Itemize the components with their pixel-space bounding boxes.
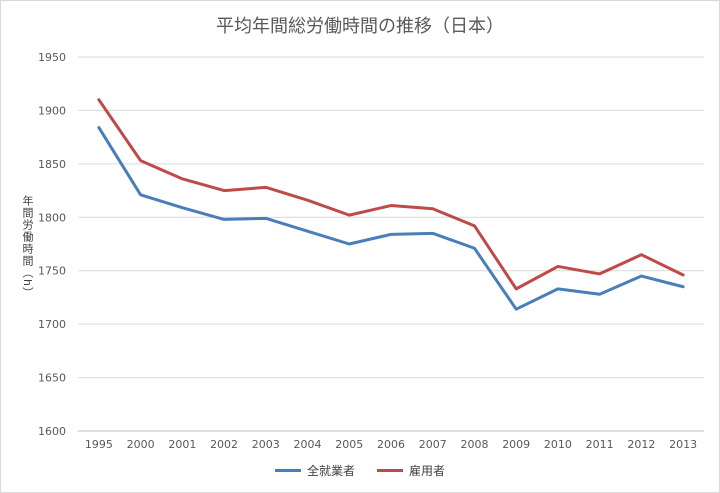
x-tick-label: 2011 — [586, 438, 614, 451]
y-tick-label: 1850 — [38, 158, 66, 171]
legend-swatch-series-1 — [274, 469, 301, 472]
series-line-1 — [97, 126, 685, 311]
y-tick-label: 1900 — [38, 104, 66, 117]
y-tick-label: 1950 — [38, 51, 66, 64]
x-tick-label: 2004 — [294, 438, 322, 451]
legend-label-series-1: 全就業者 — [306, 464, 355, 478]
x-tick-label: 2009 — [502, 438, 530, 451]
x-tick-label: 2006 — [377, 438, 405, 451]
x-tick-label: 2001 — [168, 438, 196, 451]
y-tick-label: 1650 — [38, 372, 66, 385]
y-tick-label: 1600 — [38, 425, 66, 438]
y-tick-label: 1800 — [38, 211, 66, 224]
y-tick-label: 1750 — [38, 265, 66, 278]
x-tick-label: 2002 — [210, 438, 238, 451]
x-tick-label: 1995 — [85, 438, 113, 451]
legend-label-series-2: 雇用者 — [409, 464, 446, 478]
x-tick-label: 2012 — [627, 438, 655, 451]
legend-swatch-series-2 — [377, 469, 403, 472]
x-tick-label: 2008 — [460, 438, 488, 451]
legend-item-series-1: 全就業者 — [274, 462, 355, 479]
legend: 全就業者 雇用者 — [0, 462, 720, 479]
series-line-2 — [97, 98, 685, 291]
x-tick-label: 2000 — [127, 438, 155, 451]
x-tick-label: 2010 — [544, 438, 572, 451]
x-tick-label: 2003 — [252, 438, 280, 451]
legend-item-series-2: 雇用者 — [377, 462, 445, 479]
x-tick-label: 2013 — [669, 438, 697, 451]
x-tick-label: 2005 — [335, 438, 363, 451]
x-tick-label: 2007 — [419, 438, 447, 451]
y-axis-label: 年間労働時間（h） — [21, 195, 34, 299]
chart-title: 平均年間総労働時間の推移（日本） — [216, 16, 504, 37]
y-tick-label: 1700 — [38, 318, 66, 331]
